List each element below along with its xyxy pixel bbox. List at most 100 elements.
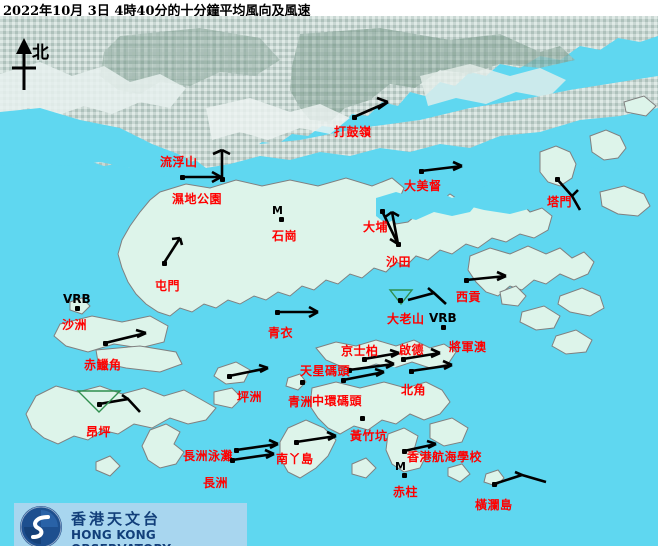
station-label: 流浮山 <box>160 155 198 169</box>
wind-barb-cheung-chau-beach <box>235 438 279 452</box>
station-label: 塔門 <box>547 195 573 209</box>
calm-markers <box>76 289 414 413</box>
station-dot <box>398 298 403 303</box>
station-label: 屯門 <box>155 279 181 293</box>
plover-cove-island <box>589 129 627 161</box>
station-label: 大美督 <box>404 179 442 193</box>
wind-barb-sha-tin <box>384 210 400 245</box>
wind-barb-lau-fau-shan <box>212 148 231 179</box>
north-arrow-icon <box>12 38 36 90</box>
hko-logo-icon <box>20 506 62 546</box>
station-label: 啟德 <box>399 343 425 357</box>
station-label: 大老山 <box>387 312 425 326</box>
station-dot <box>555 177 560 182</box>
east-islets-3 <box>551 329 593 355</box>
station-dot <box>409 369 414 374</box>
north-label: 北 <box>32 43 49 63</box>
wind-barb-ta-kwu-ling <box>353 96 389 119</box>
station-dot <box>352 115 357 120</box>
station-label: 大埔 <box>363 220 389 234</box>
station-label: 沙田 <box>386 255 412 269</box>
station-label: 西貢 <box>456 290 482 304</box>
station-dot <box>103 341 108 346</box>
calm-m-marker: M <box>272 204 283 217</box>
station-dot <box>419 169 424 174</box>
mainland-hills-2 <box>100 28 280 94</box>
station-dot <box>227 374 232 379</box>
station-dot <box>402 449 407 454</box>
east-islets-1 <box>557 287 605 317</box>
peng-chau-island <box>213 361 251 385</box>
islets-sw <box>95 455 121 477</box>
station-dot <box>380 209 385 214</box>
station-label: 沙洲 <box>62 318 88 332</box>
station-label: 長洲泳灘 <box>183 449 234 463</box>
islets-south <box>351 457 377 479</box>
tap-mun-island <box>539 145 577 187</box>
urban-strip-3 <box>420 64 566 106</box>
wind-barbs <box>98 96 582 486</box>
hko-logo-chinese: 香港天文台 <box>71 510 162 528</box>
station-dot <box>402 473 407 478</box>
calm-marker-ngong-ping <box>76 390 122 413</box>
station-label: 赤鱲角 <box>84 358 122 372</box>
station-dot <box>341 378 346 383</box>
deep-bay-water <box>0 108 200 178</box>
station-dot <box>220 177 225 182</box>
tung-chung-link <box>95 345 183 373</box>
calm-marker-tates-cairn <box>388 289 414 306</box>
north-arrow: 北 <box>6 34 76 94</box>
station-dot <box>441 325 446 330</box>
station-dot <box>279 217 284 222</box>
station-dot <box>234 448 239 453</box>
wind-barb-waglan <box>493 470 547 486</box>
wind-barb-north-point <box>410 359 453 373</box>
station-dot <box>396 242 401 247</box>
station-label: 黃竹坑 <box>350 429 388 443</box>
lamma-island <box>279 419 337 479</box>
station-label: 濕地公園 <box>172 192 223 206</box>
wind-barb-peng-chau <box>228 363 269 378</box>
station-label: 京士柏 <box>341 344 379 358</box>
wind-barb-central-pier <box>342 367 385 382</box>
station-label: 打鼓嶺 <box>334 125 372 139</box>
station-dot <box>230 458 235 463</box>
station-dot <box>360 416 365 421</box>
wind-barb-hk-sea-school <box>403 439 437 453</box>
wind-barb-kai-tak <box>402 347 441 361</box>
station-dot <box>294 440 299 445</box>
station-label: 將軍澳 <box>449 340 487 354</box>
wind-barb-tap-mun <box>556 178 582 211</box>
station-label: 青衣 <box>268 326 294 340</box>
station-dot <box>75 306 80 311</box>
wind-barb-cheung-chau <box>231 448 275 462</box>
station-label: 坪洲 <box>237 390 263 404</box>
hk-island <box>309 381 451 435</box>
station-dot <box>492 482 497 487</box>
cheung-chau-island <box>141 423 185 469</box>
title-bar: 2022年10月 3日 4時40分的十分鐘平均風向及風速 <box>0 0 658 19</box>
station-label: 香港航海學校 <box>407 450 483 464</box>
station-label: 中環碼頭 <box>312 394 363 408</box>
wind-barb-chek-lap-kok <box>104 328 147 345</box>
tolo-harbour <box>376 190 480 224</box>
station-dot <box>464 278 469 283</box>
station-dot <box>162 261 167 266</box>
map-graphics <box>0 16 658 546</box>
page-title: 2022年10月 3日 4時40分的十分鐘平均風向及風速 <box>3 4 311 19</box>
station-label: 橫瀾島 <box>475 498 513 512</box>
wind-barb-sai-kung <box>465 270 507 282</box>
wind-barb-star-ferry <box>348 358 395 372</box>
urban-strip-2 <box>206 98 350 140</box>
east-islets-4 <box>499 285 527 307</box>
vrb-label: VRB <box>429 311 457 325</box>
wind-barb-tuen-mun <box>162 236 184 264</box>
station-dot <box>401 357 406 362</box>
station-dot <box>300 380 305 385</box>
vrb-label: VRB <box>63 292 91 306</box>
station-dot <box>362 357 367 362</box>
wind-barb-tates-cairn <box>407 287 447 305</box>
station-label: 石崗 <box>272 229 298 243</box>
station-label: 南丫島 <box>276 452 314 466</box>
